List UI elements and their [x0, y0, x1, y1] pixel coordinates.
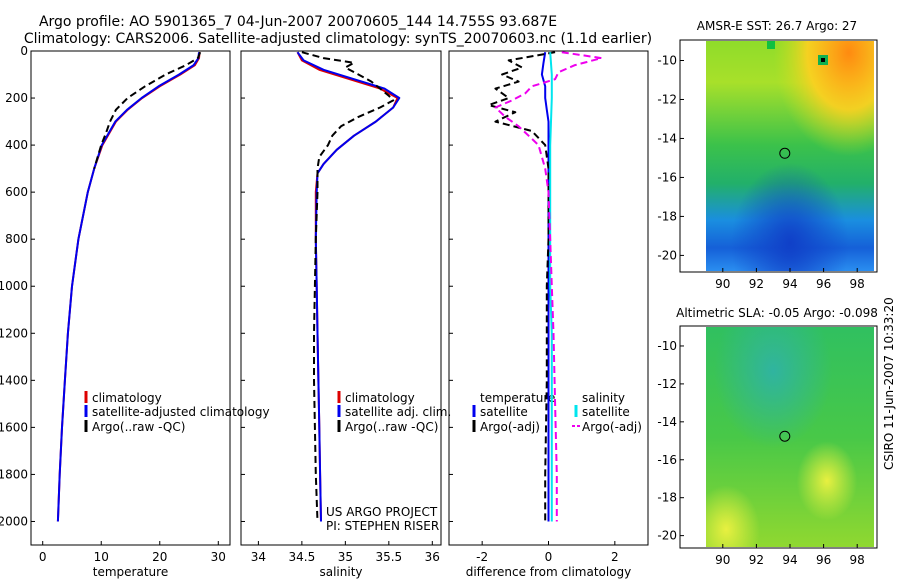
- salinity-x-tick-label: 36: [425, 550, 440, 564]
- sst-cold-region: [706, 41, 874, 271]
- sst_map-y-tick-label: -18: [657, 209, 677, 223]
- salinity-series-argo-raw-qc-: [301, 51, 395, 522]
- depth-tick-label: 0: [20, 44, 28, 58]
- difference-x-tick-label: -2: [476, 550, 488, 564]
- temperature-x-tick-label: 10: [94, 550, 109, 564]
- sst-map-title: AMSR-E SST: 26.7 Argo: 27: [697, 19, 857, 33]
- depth-tick-label: 1400: [0, 373, 28, 387]
- sst_map-x-tick-label: 90: [715, 277, 730, 291]
- chart-marks: 0 10 20 30temperature0200400600800100012001…: [0, 44, 865, 579]
- temperature-panel-frame: [30, 50, 231, 546]
- salinity-x-tick-label: 35: [338, 550, 353, 564]
- sla_map-x-tick-label: 96: [816, 553, 831, 567]
- sst-pixel: [767, 41, 775, 49]
- sla_map-x-tick-label: 98: [850, 553, 865, 567]
- figure-title-line2: Climatology: CARS2006. Satellite-adjuste…: [24, 31, 652, 47]
- depth-tick-label: 1000: [0, 279, 28, 293]
- salinity-x-tick-label: 34.5: [289, 550, 316, 564]
- temperature-x-tick-label: 30: [211, 550, 226, 564]
- difference-series-salinity-satellite: [549, 52, 553, 522]
- depth-tick-label: 1800: [0, 467, 28, 481]
- difference-series-temperature-argo-adj-: [487, 51, 556, 522]
- sst_map-y-tick-label: -20: [657, 248, 677, 262]
- difference-x-tick-label: 0: [545, 550, 553, 564]
- salinity-series-satellite-adj-clim-: [296, 51, 401, 522]
- figure-title-line1: Argo profile: AO 5901365_7 04-Jun-2007 2…: [39, 14, 557, 30]
- temperature-x-tick-label: 20: [152, 550, 167, 564]
- sla_map-y-tick-label: -14: [657, 415, 677, 429]
- depth-tick-label: 600: [5, 185, 28, 199]
- sla_map-y-tick-label: -16: [657, 453, 677, 467]
- difference-series-temperature-satellite: [540, 52, 550, 522]
- difference-legend: temperature salinity satellite Argo(-adj…: [472, 391, 642, 434]
- temperature-series-argo-raw-qc-: [93, 51, 202, 169]
- depth-tick-label: 1600: [0, 420, 28, 434]
- sla-map-title: Altimetric SLA: -0.05 Argo: -0.098: [676, 306, 878, 320]
- legend-satellite-label: satellite-adjusted climatology: [92, 405, 270, 419]
- sst_map-y-tick-label: -16: [657, 170, 677, 184]
- pi-annotation: PI: STEPHEN RISER: [326, 519, 439, 533]
- salinity-x-tick-label: 34: [251, 550, 266, 564]
- sla_map-y-tick-label: -20: [657, 529, 677, 543]
- sla_map-x-tick-label: 92: [749, 553, 764, 567]
- sst_map-argo-location-marker: [779, 147, 791, 159]
- depth-tick-label: 400: [5, 138, 28, 152]
- sla_map-y-tick-label: -10: [657, 339, 677, 353]
- legend-satellite-label: satellite adj. clim.: [345, 405, 451, 419]
- salinity-legend: climatology satellite adj. clim. Argo(..…: [326, 391, 451, 533]
- depth-tick-label: 2000: [0, 514, 28, 528]
- sst_map-x-tick-label: 98: [850, 277, 865, 291]
- depth-tick-label: 1200: [0, 326, 28, 340]
- sla_map-y-tick-label: -12: [657, 377, 677, 391]
- sst-map: AMSR-E SST: 26.7 Argo: 27: [679, 19, 878, 273]
- legend-temperature-header: temperature: [480, 391, 555, 405]
- legend-sal-satellite-label: satellite: [582, 405, 630, 419]
- timestamp-label: CSIRO 11-Jun-2007 10:33:20: [882, 297, 896, 470]
- salinity-series-climatology: [296, 51, 399, 522]
- sst-pixel: [821, 58, 825, 62]
- legend-sal-argo-label: Argo(-adj): [582, 420, 642, 434]
- sst_map-y-tick-label: -14: [657, 131, 677, 145]
- temperature-series-climatology: [56, 52, 201, 522]
- sla_map-argo-location-marker: [779, 430, 791, 442]
- temperature-series-satellite-adjusted-climatology: [56, 52, 200, 522]
- sla_map-x-tick-label: 94: [782, 553, 797, 567]
- legend-climatology-label: climatology: [92, 391, 162, 405]
- sla_map-y-tick-label: -18: [657, 491, 677, 505]
- temperature-legend: climatology satellite-adjusted climatolo…: [84, 391, 270, 434]
- difference-series-salinity-argo-adj-: [494, 51, 603, 522]
- legend-argo-label: Argo(..raw -QC): [92, 420, 185, 434]
- depth-tick-label: 200: [5, 91, 28, 105]
- temperature-x-tick-label: 0: [39, 550, 47, 564]
- depth-tick-label: 800: [5, 232, 28, 246]
- salinity-x-axis-label: salinity: [319, 565, 362, 579]
- legend-salinity-header: salinity: [582, 391, 625, 405]
- legend-argo-label: Argo(..raw -QC): [345, 420, 438, 434]
- temperature-x-axis-label: temperature: [93, 565, 168, 579]
- sst_map-y-tick-label: -10: [657, 53, 677, 67]
- project-annotation: US ARGO PROJECT: [326, 505, 438, 519]
- legend-temp-argo-label: Argo(-adj): [480, 420, 540, 434]
- legend-climatology-label: climatology: [345, 391, 415, 405]
- difference-x-axis-label: difference from climatology: [466, 565, 632, 579]
- sst_map-y-tick-label: -12: [657, 92, 677, 106]
- sla-map: Altimetric SLA: -0.05 Argo: -0.098: [676, 306, 878, 549]
- sst_map-x-tick-label: 92: [749, 277, 764, 291]
- legend-temp-satellite-label: satellite: [480, 405, 528, 419]
- salinity-panel-frame: [240, 50, 442, 546]
- difference-x-tick-label: 2: [611, 550, 619, 564]
- sst_map-x-tick-label: 96: [816, 277, 831, 291]
- sst_map-x-tick-label: 94: [782, 277, 797, 291]
- salinity-x-tick-label: 35.5: [375, 550, 402, 564]
- sla_map-x-tick-label: 90: [715, 553, 730, 567]
